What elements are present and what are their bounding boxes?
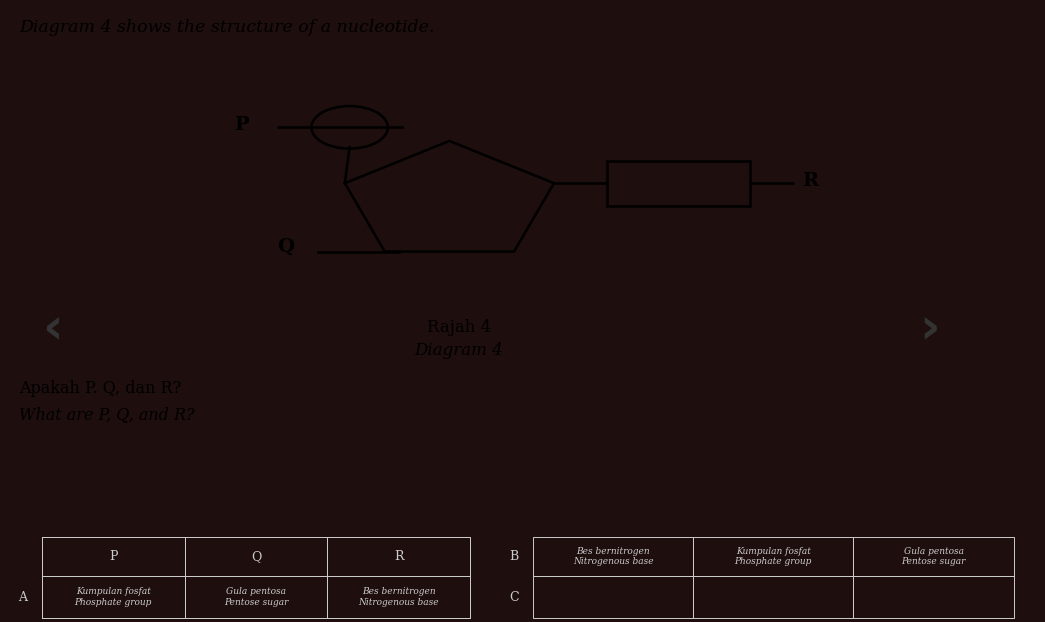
Bar <box>185 576 327 618</box>
Bar <box>854 576 1014 618</box>
Text: A: A <box>19 591 27 603</box>
Bar <box>327 576 470 618</box>
Text: Q: Q <box>277 238 294 256</box>
Bar <box>533 576 693 618</box>
Text: Kumpulan fosfat
Phosphate group: Kumpulan fosfat Phosphate group <box>735 547 812 567</box>
Text: Gula pentosa
Pentose sugar: Gula pentosa Pentose sugar <box>902 547 966 567</box>
Text: ›: › <box>920 305 940 354</box>
Text: Kumpulan fosfat
Phosphate group: Kumpulan fosfat Phosphate group <box>74 587 152 607</box>
Text: Gula pentosa
Pentose sugar: Gula pentosa Pentose sugar <box>224 587 288 607</box>
Text: Diagram 4 shows the structure of a nucleotide.: Diagram 4 shows the structure of a nucle… <box>19 19 435 35</box>
Bar <box>533 537 693 576</box>
Text: P: P <box>234 116 249 134</box>
Bar <box>327 537 470 576</box>
Text: R: R <box>803 172 818 190</box>
Text: Bes bernitrogen
Nitrogenous base: Bes bernitrogen Nitrogenous base <box>358 587 439 607</box>
Bar <box>42 537 185 576</box>
Text: ‹: ‹ <box>42 305 63 354</box>
Bar <box>42 537 470 618</box>
Bar <box>185 537 327 576</box>
Text: What are P, Q, and R?: What are P, Q, and R? <box>19 406 194 424</box>
Bar <box>42 576 185 618</box>
Text: P: P <box>109 550 117 563</box>
Text: B: B <box>510 550 518 563</box>
Bar <box>854 537 1014 576</box>
Text: Rajah 4: Rajah 4 <box>426 318 491 335</box>
Bar <box>606 160 750 206</box>
Text: Bes bernitrogen
Nitrogenous base: Bes bernitrogen Nitrogenous base <box>573 547 653 567</box>
Text: R: R <box>394 550 403 563</box>
Text: C: C <box>509 591 519 603</box>
Bar <box>693 537 854 576</box>
Text: Apakah P. Q, dan R?: Apakah P. Q, dan R? <box>19 379 182 397</box>
Text: Q: Q <box>251 550 261 563</box>
Text: Diagram 4: Diagram 4 <box>415 343 504 360</box>
Bar <box>693 576 854 618</box>
